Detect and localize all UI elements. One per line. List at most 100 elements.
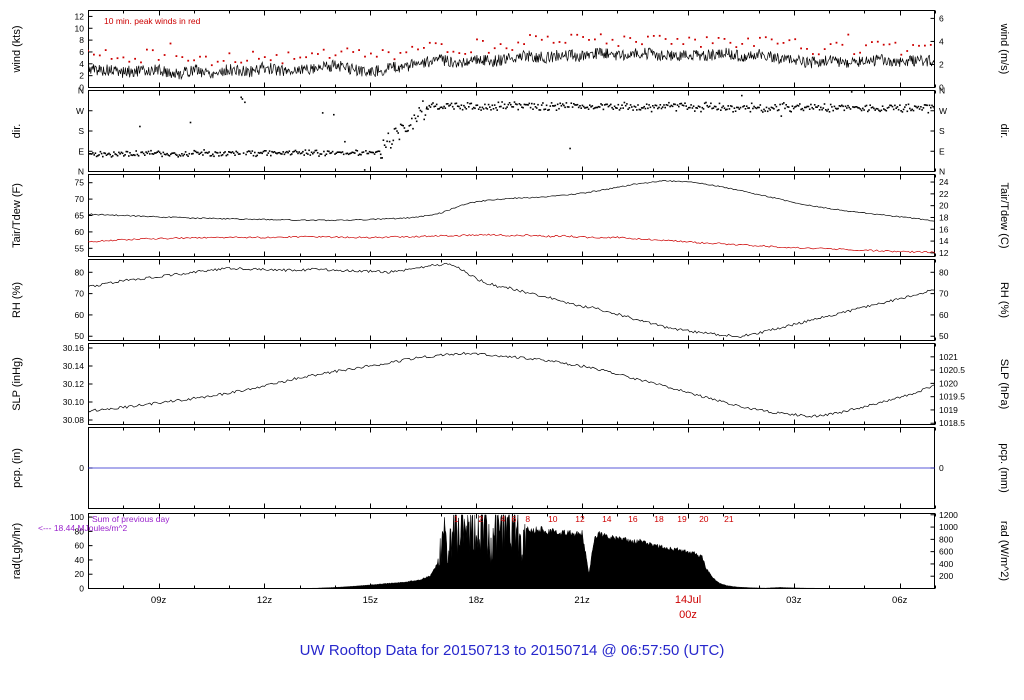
wind-direction-scatter [585,106,587,109]
wind-direction-scatter [326,150,329,152]
wind-average-line [88,47,935,81]
wind-direction-scatter [650,110,653,113]
wind-direction-scatter [689,106,691,109]
wind-direction-scatter [828,111,831,113]
wind-peak-dots [452,50,455,53]
wind-direction-scatter [874,109,876,111]
svg-text:60: 60 [75,541,85,551]
wind-direction-scatter [787,106,790,108]
wind-direction-scatter [310,151,313,154]
wind-direction-scatter [466,102,469,104]
wind-peak-dots [482,40,484,42]
svg-text:1020: 1020 [939,378,958,388]
wind-direction-scatter [282,151,284,153]
wind-peak-dots [871,41,873,43]
wind-direction-scatter [628,107,631,109]
wind-direction-scatter [277,152,279,154]
wind-direction-scatter [424,114,427,116]
svg-text:2: 2 [79,71,84,81]
wind-direction-scatter [336,151,339,153]
wind-direction-scatter [239,153,241,155]
wind-direction-scatter [837,107,839,110]
wind-direction-scatter [469,102,471,105]
wind-direction-scatter [847,104,849,107]
wind-direction-scatter [690,104,692,106]
wind-direction-scatter [870,106,873,109]
wind-direction-scatter [350,152,352,154]
rh-frame [88,259,935,341]
wind-direction-scatter [268,150,271,152]
wind-direction-scatter [849,108,852,110]
wind-direction-scatter [603,104,606,106]
wind-peak-dots [334,54,337,57]
wind-direction-scatter [718,102,721,105]
wind-direction-scatter [661,106,664,108]
svg-text:40: 40 [75,555,85,565]
slp-y-axis-left: 30.08 30.10 30.12 30.14 30.16 [63,343,93,425]
svg-text:75: 75 [75,178,85,188]
wind-direction-scatter [857,106,859,109]
wind-direction-scatter [93,154,95,156]
wind-direction-scatter [623,101,626,104]
wind-direction-scatter [932,105,934,108]
wind-direction-scatter [514,103,517,105]
wind-direction-scatter [358,153,361,155]
wind-direction-scatter [146,152,149,155]
wind-direction-scatter [813,104,816,106]
wind-direction-scatter [921,109,923,111]
wind-direction-scatter [923,104,926,106]
wind-direction-scatter [579,105,581,107]
wind-peak-dots [906,50,909,52]
wind-direction-scatter [341,151,344,153]
wind-direction-scatter [786,106,789,108]
wind-peak-dots [717,37,720,39]
wind-direction-scatter [136,153,139,156]
wind-direction-scatter [142,152,145,155]
svg-text:12: 12 [75,11,85,21]
wind-peak-dots [140,61,142,64]
wind-direction-scatter [752,107,754,110]
wind-direction-scatter [448,105,450,107]
wind-direction-scatter [392,139,395,142]
wind-direction-scatter [901,111,904,113]
wind-direction-scatter [890,104,892,107]
wind-peak-dots [293,58,296,60]
wind-direction-scatter [879,110,881,113]
wind-peak-dots [405,51,408,54]
wind-direction-scatter [554,104,557,107]
wind-direction-scatter [894,104,896,107]
wind-direction-scatter [356,150,359,152]
wind-direction-scatter [155,152,157,154]
wind-direction-scatter [547,109,549,111]
wind-direction-scatter [654,104,657,106]
wind-direction-scatter [796,104,799,107]
wind-direction-scatter [933,107,935,110]
wind-direction-scatter [538,109,540,111]
wind-direction-scatter [450,102,453,105]
wind-direction-scatter [818,109,821,111]
wind-direction-scatter [528,102,531,105]
wind-direction-scatter [640,107,643,109]
wind-peak-dots [346,47,349,50]
wind-direction-scatter [769,109,771,111]
wind-direction-scatter [660,107,663,110]
svg-text:N: N [939,86,945,96]
wind-direction-scatter [178,154,181,156]
wind-peak-dots [428,41,431,44]
wind-peak-dots [865,44,867,47]
wind-direction-scatter [797,105,800,107]
wind-direction-scatter [199,152,202,155]
wind-direction-scatter [205,151,208,154]
wind-peak-dots [570,33,573,36]
wind-direction-scatter [162,151,165,154]
wind-direction-scatter [720,109,722,111]
wind-direction-scatter [233,152,235,154]
pcp-ylabel-left: pcp. (in) [11,448,23,488]
wind-direction-scatter [770,106,773,109]
wind-direction-scatter [304,149,307,151]
wind-direction-scatter [339,151,341,153]
wind-peak-dots [582,36,584,38]
wind-direction-scatter [412,127,414,130]
svg-text:10: 10 [75,23,85,33]
svg-text:80: 80 [939,267,949,277]
